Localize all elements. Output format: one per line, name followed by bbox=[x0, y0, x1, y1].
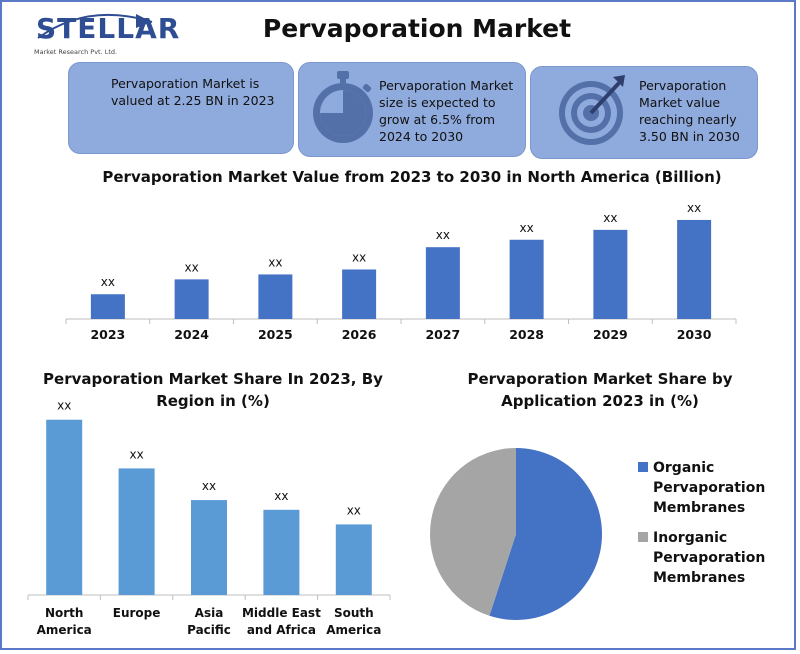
chart-region-share: xx North America xx Europe xx Asia Pacific xx Mid… bbox=[27, 399, 391, 637]
brand-logo: STELLAR Market Research Pvt. Ltd. bbox=[28, 8, 179, 62]
chart-na-bar bbox=[90, 294, 125, 319]
info-card-target-text: Pervaporation Market value reaching near… bbox=[639, 78, 740, 144]
chart-application-title: Pervaporation Market Share by Applicatio… bbox=[467, 370, 733, 410]
chart-na-data-label: xx bbox=[520, 221, 534, 235]
chart-na-bar bbox=[509, 239, 544, 319]
chart-region-data-label: xx bbox=[202, 479, 216, 493]
chart-region-tick-label: South America bbox=[326, 606, 381, 637]
target-icon bbox=[559, 75, 625, 145]
chart-na-data-label: xx bbox=[436, 228, 450, 242]
chart-na-data-label: xx bbox=[603, 211, 617, 225]
chart-application-pie bbox=[430, 448, 602, 620]
chart-na-title: Pervaporation Market Value from 2023 to … bbox=[102, 168, 722, 186]
chart-region-bar bbox=[263, 509, 300, 595]
chart-na-tick-label: 2025 bbox=[258, 327, 293, 342]
chart-na-tick-label: 2030 bbox=[677, 327, 712, 342]
chart-region-data-label: xx bbox=[57, 399, 71, 413]
chart-application-slice bbox=[489, 448, 602, 620]
chart-na-tick-label: 2026 bbox=[342, 327, 377, 342]
chart-na-data-label: xx bbox=[268, 255, 282, 269]
chart-na-data-label: xx bbox=[101, 275, 115, 289]
chart-region-bar bbox=[335, 524, 372, 595]
info-card-target: Pervaporation Market value reaching near… bbox=[530, 66, 758, 159]
chart-region-data-label: xx bbox=[274, 489, 288, 503]
chart-application-slice bbox=[430, 448, 516, 616]
chart-na-tick-label: 2024 bbox=[174, 327, 209, 342]
chart-na-tick-label: 2023 bbox=[90, 327, 125, 342]
chart-na-data-label: xx bbox=[687, 201, 701, 215]
brand-name: STELLAR bbox=[36, 12, 181, 45]
logo-swoosh-icon bbox=[37, 13, 153, 39]
legend-label-organic: Organic Pervaporation Membranes bbox=[653, 460, 766, 516]
chart-na-tick-label: 2028 bbox=[509, 327, 544, 342]
brand-subtitle: Market Research Pvt. Ltd. bbox=[34, 48, 118, 56]
chart-na-tick-label: 2027 bbox=[425, 327, 460, 342]
legend-label-inorganic: Inorganic Pervaporation Membranes bbox=[653, 530, 766, 586]
chart-na-bar bbox=[258, 274, 293, 319]
chart-region-bar bbox=[191, 500, 227, 595]
info-card-growth-text: Pervaporation Market size is expected to… bbox=[379, 78, 514, 144]
chart-na-tick-label: 2029 bbox=[593, 327, 628, 342]
chart-na-bar bbox=[174, 279, 209, 319]
legend-swatch-organic bbox=[638, 462, 648, 472]
chart-region-title: Pervaporation Market Share In 2023, By R… bbox=[43, 370, 383, 410]
chart-region-bar bbox=[118, 468, 155, 595]
chart-na-bar bbox=[425, 247, 460, 319]
chart-region-data-label: xx bbox=[347, 503, 361, 517]
chart-region-tick-label: Middle East and Africa bbox=[242, 606, 321, 637]
legend-swatch-inorganic bbox=[638, 532, 648, 542]
chart-region-data-label: xx bbox=[129, 447, 143, 461]
chart-na-value: xx 2023 xx 2024 xx 2025 xx 2026 xx 2027 xx 2028 xx 20… bbox=[65, 201, 737, 342]
chart-region-tick-label: North America bbox=[37, 606, 92, 637]
info-card-growth: Pervaporation Market size is expected to… bbox=[298, 62, 526, 157]
chart-region-tick-label: Asia Pacific bbox=[187, 606, 231, 637]
chart-na-bar bbox=[593, 229, 628, 319]
info-card-valuation: Pervaporation Market is valued at 2.25 B… bbox=[68, 62, 294, 154]
page-title: Pervaporation Market bbox=[262, 14, 572, 43]
chart-na-data-label: xx bbox=[185, 260, 199, 274]
chart-region-tick-label: Europe bbox=[113, 606, 161, 620]
chart-region-bar bbox=[46, 419, 83, 595]
info-card-valuation-text: Pervaporation Market is valued at 2.25 B… bbox=[111, 76, 275, 108]
chart-na-bar bbox=[342, 269, 377, 319]
stopwatch-icon bbox=[313, 71, 373, 143]
chart-na-data-label: xx bbox=[352, 250, 366, 264]
chart-na-bar bbox=[677, 219, 712, 319]
